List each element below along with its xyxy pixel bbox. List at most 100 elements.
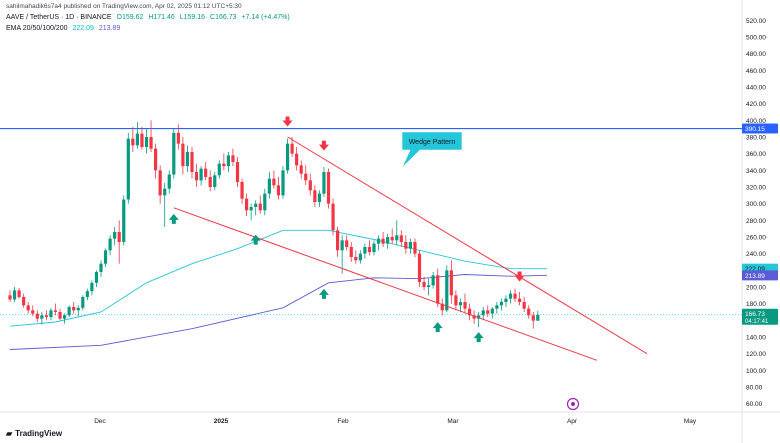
arrow-down-icon [318, 140, 329, 151]
candle-body [404, 242, 408, 249]
candle-body [445, 270, 449, 311]
candle-body [527, 308, 531, 316]
candle-body [358, 253, 362, 261]
candle-body [458, 302, 463, 306]
x-tick-label: Apr [567, 418, 578, 425]
ema-fast-value: 222.09 [72, 25, 94, 32]
y-tick-label: 360.00 [746, 151, 766, 158]
candle-body [108, 238, 112, 251]
ema-slow-price-tag-bg [742, 270, 778, 281]
y-tick-label: 500.00 [746, 35, 766, 42]
arrow-up-icon [318, 288, 329, 299]
y-tick-label: 520.00 [746, 18, 766, 25]
tradingview-logo[interactable]: ▰ TradingView [6, 429, 62, 438]
candle-body [172, 132, 176, 175]
ema-fast-price-tag: 222.09 [745, 266, 765, 273]
y-tick-label: 80.00 [746, 385, 763, 392]
candle-body [531, 315, 535, 321]
candle-body [304, 173, 308, 181]
y-tick-label: 240.00 [746, 251, 766, 258]
ema-fast-line [9, 229, 547, 327]
event-marker-dot [571, 402, 575, 406]
candle-body [386, 237, 390, 244]
y-tick-label: 60.00 [746, 401, 763, 408]
y-tick-label: 420.00 [746, 101, 766, 108]
ema-label[interactable]: EMA 20/50/100/200 [6, 25, 68, 32]
candle-body [63, 315, 67, 319]
y-tick-label: 280.00 [746, 218, 766, 225]
x-tick-label: 2025 [214, 418, 229, 425]
last-price-tag: 166.73 [745, 311, 765, 318]
candle-body [440, 303, 444, 311]
candle-body [53, 310, 58, 312]
arrow-up-icon [473, 332, 484, 343]
candle-body [508, 293, 513, 299]
wedge-upper-line [287, 136, 648, 355]
candle-body [122, 199, 126, 242]
candle-body [240, 182, 244, 199]
ohlc-close: C166.73 [210, 14, 237, 21]
candle-body [504, 298, 508, 302]
resistance-price-tag-bg [742, 123, 778, 134]
candle-body [272, 178, 276, 186]
candle-body [513, 293, 517, 299]
candle-body [12, 290, 17, 300]
candle-body [326, 172, 331, 204]
x-tick-label: Feb [337, 418, 349, 425]
last-price-tag-bg [742, 308, 778, 325]
candle-body [313, 190, 317, 202]
candle-body [131, 138, 135, 146]
candle-body [199, 168, 203, 181]
candle-body [222, 163, 226, 167]
candle-body [213, 175, 217, 187]
candle-body [204, 168, 208, 177]
candle-body [367, 247, 372, 252]
ohlc-open: O159.62 [116, 14, 144, 21]
candle-body [154, 148, 158, 171]
candle-body [35, 313, 39, 319]
candle-body [363, 247, 367, 254]
candle-body [140, 133, 144, 147]
ohlc-low: L159.16 [179, 14, 206, 21]
publish-info: sahilmahadik6s7a4 published on TradingVi… [6, 3, 242, 10]
candle-body [295, 153, 299, 166]
candle-body [254, 203, 258, 207]
y-tick-label: 300.00 [746, 201, 766, 208]
candle-body [427, 285, 431, 287]
candle-body [381, 238, 385, 244]
arrow-down-icon [282, 116, 293, 127]
candle-body [472, 315, 476, 319]
candle-body [158, 170, 162, 196]
candle-body [536, 314, 540, 321]
candle-body [281, 170, 285, 196]
candle-body [490, 308, 494, 314]
symbol-title[interactable]: AAVE / TetherUS · 1D · BINANCE [6, 14, 112, 21]
candle-body [481, 310, 485, 316]
candle-body [477, 315, 481, 319]
candle-body [376, 238, 381, 244]
arrow-up-icon [250, 234, 261, 245]
candle-body [285, 143, 290, 171]
candle-body [431, 275, 435, 286]
candle-body [226, 155, 230, 167]
candle-body [336, 230, 340, 251]
arrow-down-icon [514, 271, 525, 282]
candle-body [322, 172, 326, 194]
tradingview-logo-icon: ▰ [6, 429, 13, 438]
candle-body [422, 282, 426, 287]
candle-body [94, 272, 99, 283]
ema-legend: EMA 20/50/100/200 222.09 213.89 [6, 25, 123, 32]
arrow-up-icon [168, 213, 179, 224]
candle-body [345, 240, 349, 247]
candle-body [349, 247, 353, 257]
candle-body [417, 253, 422, 282]
candle-body [135, 133, 139, 146]
annotation-text: Wedge Pattern [409, 139, 456, 146]
candle-body [299, 165, 303, 174]
y-tick-label: 380.00 [746, 135, 766, 142]
candle-body [258, 203, 262, 211]
candle-body [208, 177, 212, 187]
candle-body [103, 250, 108, 264]
candle-body [144, 137, 149, 147]
